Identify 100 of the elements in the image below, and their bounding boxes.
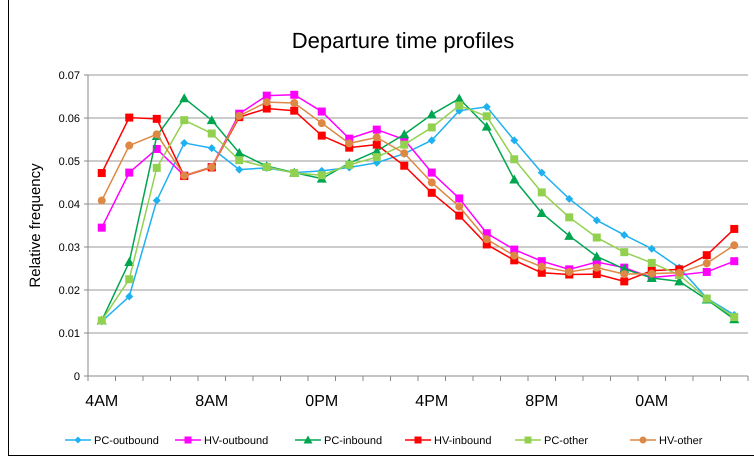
point [290, 106, 298, 115]
point [372, 153, 381, 162]
y-tick-label: 0.04 [58, 198, 80, 211]
point [592, 234, 601, 242]
point [510, 136, 518, 144]
point [125, 168, 134, 177]
y-tick-label: 0.01 [58, 328, 80, 340]
point [125, 292, 134, 300]
point [125, 114, 134, 122]
y-tick-label: 0.05 [58, 156, 80, 168]
point [592, 264, 601, 272]
point [98, 196, 106, 205]
point [345, 160, 354, 169]
point [648, 258, 656, 267]
point [180, 138, 188, 147]
y-tick-label: 0 [74, 370, 80, 383]
point [262, 92, 271, 100]
point [702, 251, 711, 260]
point [318, 108, 326, 116]
y-axis-title: Relative frequency [27, 162, 44, 288]
point [510, 155, 518, 164]
point [399, 129, 410, 138]
point [565, 194, 574, 203]
point [262, 98, 271, 106]
point [509, 174, 520, 184]
point [565, 268, 574, 276]
point [730, 257, 738, 266]
point [208, 144, 216, 152]
point [345, 139, 354, 148]
point [428, 136, 436, 144]
point [400, 162, 408, 170]
point [565, 213, 574, 222]
x-tick-label: 4PM [415, 393, 448, 410]
point [400, 140, 408, 149]
point [98, 224, 106, 232]
point [290, 90, 298, 99]
point [290, 98, 298, 107]
point [124, 257, 134, 266]
point [455, 194, 464, 202]
point [730, 241, 738, 250]
point [538, 262, 546, 271]
point [152, 114, 161, 123]
legend-label: HV-outbound [204, 434, 268, 447]
x-tick-label: 0AM [635, 393, 668, 410]
point [482, 235, 491, 244]
point [318, 132, 326, 140]
point [180, 116, 188, 124]
point [455, 212, 464, 220]
point [538, 168, 546, 177]
y-tick-label: 0.03 [58, 242, 80, 254]
point [428, 188, 436, 197]
legend-label: HV-inbound [434, 434, 492, 447]
point [235, 166, 244, 174]
point [648, 270, 656, 278]
point [372, 133, 381, 142]
legend-label: PC-other [544, 434, 588, 447]
point [702, 259, 711, 268]
point [620, 230, 628, 239]
point [482, 112, 491, 120]
point [125, 275, 134, 284]
point [510, 252, 518, 260]
point [372, 140, 381, 149]
point [620, 270, 628, 278]
point [152, 164, 161, 172]
point [620, 277, 628, 286]
point [428, 168, 436, 177]
x-tick-label: 0PM [305, 393, 338, 410]
point [208, 129, 216, 138]
point [620, 248, 628, 256]
point [125, 142, 134, 150]
point [428, 123, 436, 132]
point [592, 216, 601, 224]
point [648, 244, 656, 253]
point [730, 224, 738, 233]
point [564, 230, 574, 240]
point [152, 196, 161, 205]
point [426, 110, 437, 119]
x-tick-label: 8AM [195, 393, 228, 410]
legend-label: HV-other [659, 434, 703, 447]
point [98, 169, 106, 178]
chart-title: Departure time profiles [292, 28, 514, 53]
point [455, 102, 464, 110]
point [536, 208, 547, 218]
point [428, 178, 436, 186]
legend-label: PC-outbound [94, 434, 159, 447]
y-tick-label: 0.06 [58, 112, 80, 125]
y-tick-label: 0.07 [58, 70, 80, 82]
x-tick-label: 4AM [85, 393, 118, 410]
point [318, 171, 326, 180]
point [592, 251, 602, 260]
x-tick-label: 8PM [525, 393, 558, 410]
point [372, 126, 381, 134]
point [455, 202, 464, 211]
legend-label: PC-inbound [324, 434, 382, 447]
point [235, 156, 244, 164]
point [482, 102, 491, 111]
y-tick-label: 0.02 [58, 284, 80, 297]
point [318, 119, 326, 128]
point [482, 122, 492, 131]
point [206, 115, 217, 124]
